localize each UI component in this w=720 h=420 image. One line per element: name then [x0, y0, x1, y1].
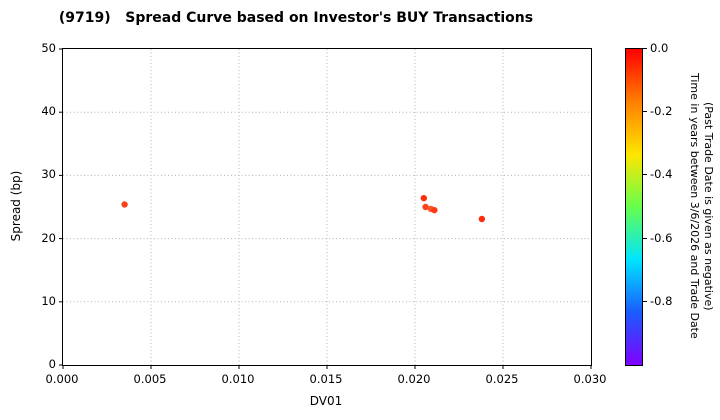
y-tick-label: 20: [41, 230, 56, 245]
plot-area: [59, 48, 592, 369]
plot-svg: [59, 48, 592, 369]
data-point: [422, 203, 429, 211]
colorbar-tick-mark: [643, 48, 647, 49]
colorbar-tick-label: -0.2: [650, 104, 673, 119]
colorbar-gradient: [626, 49, 642, 365]
x-tick-label: 0.030: [573, 372, 607, 386]
x-tick-label: 0.025: [485, 372, 519, 386]
y-tick-label: 50: [41, 41, 56, 55]
colorbar-label-line1: Time in years between 3/6/2026 and Trade…: [688, 73, 701, 339]
data-point: [420, 194, 427, 202]
colorbar-tick-label: 0.0: [650, 41, 669, 55]
data-point: [478, 215, 486, 223]
y-tick-label: 10: [41, 293, 56, 308]
colorbar-tick-mark: [643, 237, 647, 239]
colorbar-tick-mark: [643, 300, 647, 302]
data-point: [431, 206, 438, 214]
y-tick-label: 40: [41, 104, 56, 119]
y-tick-label: 0: [48, 357, 56, 371]
x-tick-label: 0.005: [133, 372, 167, 386]
x-tick-label: 0.015: [309, 372, 343, 386]
x-tick-label: 0.000: [45, 372, 79, 386]
x-tick-label: 0.010: [221, 372, 255, 386]
y-tick-label: 30: [41, 167, 56, 182]
x-axis-label: DV01: [309, 394, 343, 408]
colorbar-tick-label: -0.8: [650, 293, 673, 308]
colorbar: [625, 48, 643, 366]
colorbar-label-line2: (Past Trade Date is given as negative): [702, 101, 715, 311]
colorbar-tick-label: -0.4: [650, 167, 673, 182]
colorbar-tick-mark: [643, 111, 647, 113]
colorbar-tick-mark: [643, 174, 647, 176]
colorbar-tick-label: -0.6: [650, 230, 673, 245]
data-point: [121, 201, 128, 208]
colorbar-label: Time in years between 3/6/2026 and Trade…: [687, 48, 715, 364]
x-tick-label: 0.020: [397, 372, 431, 386]
chart-title: (9719) Spread Curve based on Investor's …: [58, 10, 534, 26]
